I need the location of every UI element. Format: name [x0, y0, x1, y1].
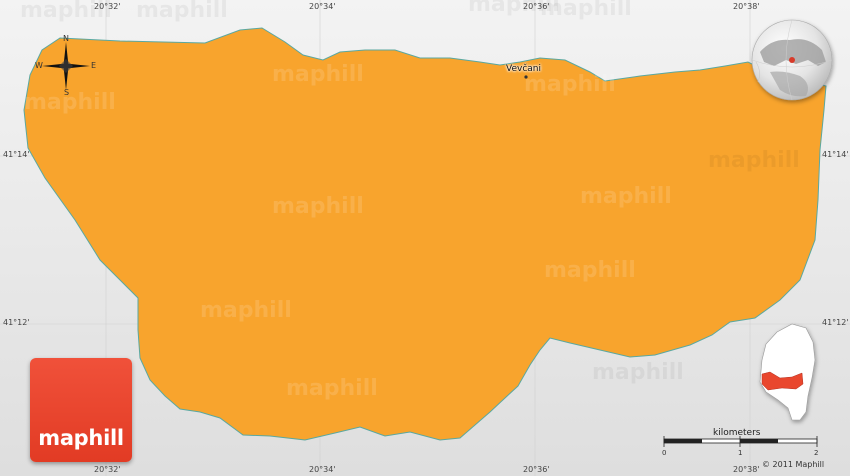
town-marker[interactable] [524, 75, 528, 79]
town-label[interactable]: Vevčani [506, 64, 541, 74]
watermark: maphill [286, 376, 378, 401]
watermark: maphill [708, 148, 800, 173]
longitude-label-top: 20°38' [733, 2, 760, 11]
country-locator-icon [759, 323, 816, 421]
watermark: maphill [540, 0, 632, 21]
copyright-text: © 2011 Maphill [762, 460, 825, 469]
scale-tick-label: 1 [738, 449, 743, 457]
watermark: maphill [24, 90, 116, 115]
longitude-label-top: 20°36' [523, 2, 550, 11]
maphill-logo[interactable]: maphill [30, 358, 132, 462]
compass-north-label: N [63, 34, 69, 43]
longitude-label-bottom: 20°32' [94, 465, 121, 474]
watermark: maphill [592, 360, 684, 385]
latitude-label-left: 41°14' [3, 150, 30, 159]
watermark: maphill [136, 0, 228, 23]
watermark: maphill [544, 258, 636, 283]
watermark: maphill [272, 62, 364, 87]
watermark: maphill [272, 194, 364, 219]
watermark: maphill [20, 0, 112, 23]
longitude-label-top: 20°32' [94, 2, 121, 11]
compass-east-label: E [91, 61, 97, 70]
logo-text: maphill [38, 426, 124, 450]
latitude-label-right: 41°14' [822, 150, 849, 159]
watermark: maphill [200, 298, 292, 323]
latitude-label-left: 41°12' [3, 318, 30, 327]
watermark: maphill [580, 184, 672, 209]
compass-west-label: W [35, 61, 43, 70]
longitude-label-bottom: 20°34' [309, 465, 336, 474]
watermark: maphill [468, 0, 560, 17]
region-shape[interactable] [23, 27, 827, 441]
longitude-label-bottom: 20°38' [733, 465, 760, 474]
scale-tick-label: 0 [662, 449, 667, 457]
compass-icon [42, 42, 90, 90]
longitude-label-top: 20°34' [309, 2, 336, 11]
longitude-label-bottom: 20°36' [523, 465, 550, 474]
watermark: maphill [524, 72, 616, 97]
scale-bar [663, 436, 818, 447]
latitude-label-right: 41°12' [822, 318, 849, 327]
scale-title: kilometers [713, 428, 761, 438]
globe-locator-icon [751, 19, 833, 101]
compass-south-label: S [64, 88, 70, 97]
scale-tick-label: 2 [814, 449, 819, 457]
